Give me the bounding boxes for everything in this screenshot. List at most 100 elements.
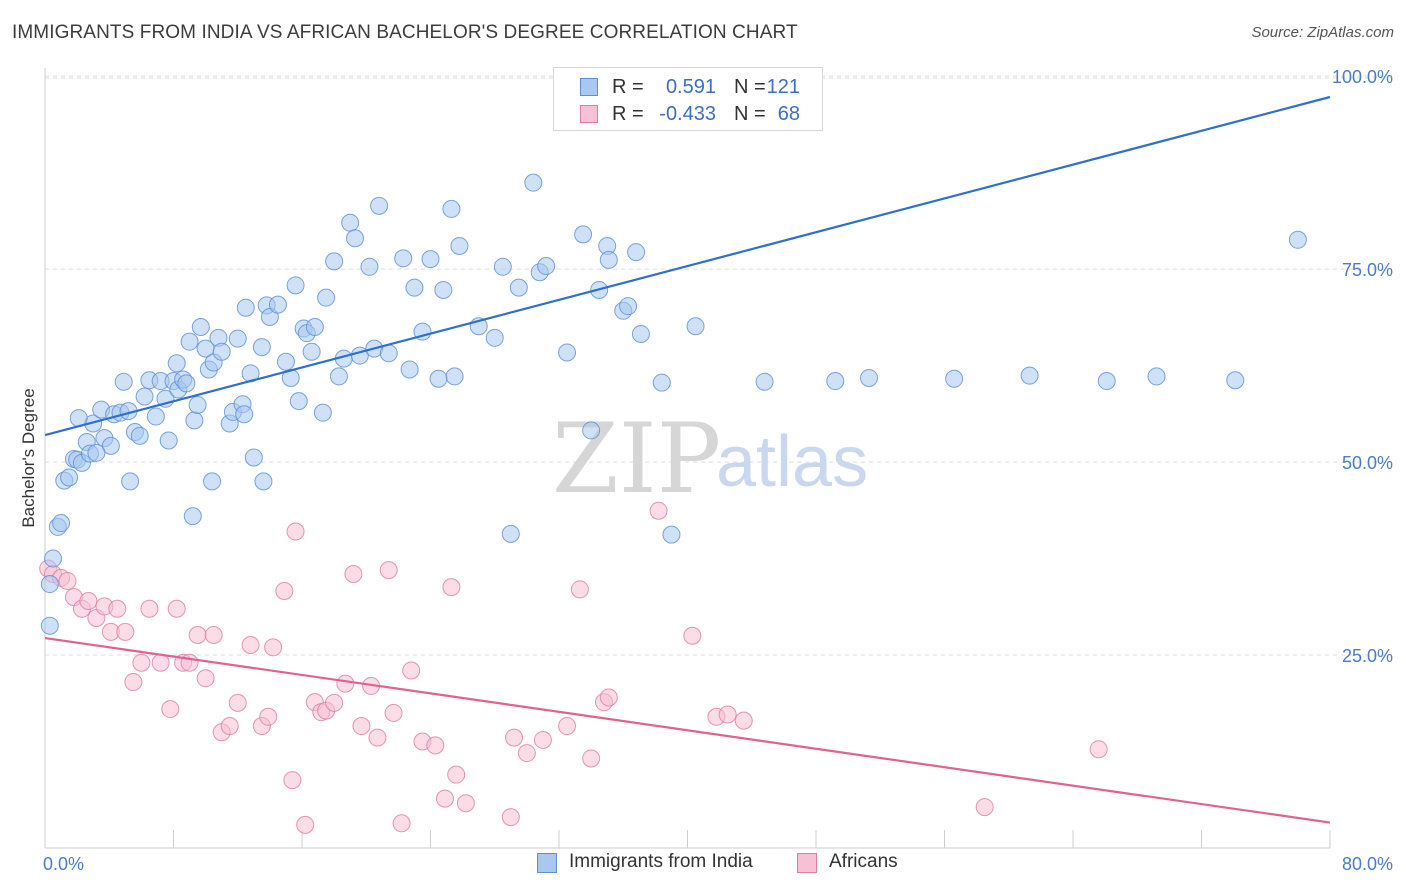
data-point bbox=[734, 711, 753, 730]
data-point bbox=[570, 580, 589, 599]
data-point bbox=[368, 728, 387, 747]
data-point bbox=[183, 507, 202, 526]
data-point bbox=[352, 717, 371, 736]
data-point bbox=[434, 280, 453, 299]
data-point bbox=[79, 592, 98, 611]
data-point bbox=[264, 638, 283, 657]
legend-swatch-africans bbox=[580, 105, 598, 123]
data-point bbox=[87, 443, 106, 462]
data-point bbox=[140, 599, 159, 618]
data-point bbox=[384, 703, 403, 722]
data-point bbox=[188, 625, 207, 644]
data-point bbox=[317, 288, 336, 307]
data-point bbox=[826, 372, 845, 391]
data-point bbox=[108, 599, 127, 618]
data-point bbox=[259, 707, 278, 726]
data-point bbox=[485, 328, 504, 347]
data-point bbox=[649, 501, 668, 520]
data-point bbox=[945, 369, 964, 388]
data-point bbox=[336, 674, 355, 693]
data-point bbox=[52, 514, 71, 533]
legend-n-value: 68 bbox=[777, 103, 800, 125]
data-point bbox=[652, 373, 671, 392]
chart-title: IMMIGRANTS FROM INDIA VS AFRICAN BACHELO… bbox=[12, 22, 798, 43]
data-point bbox=[191, 318, 210, 337]
data-point bbox=[1288, 230, 1307, 249]
data-point bbox=[394, 249, 413, 268]
data-point bbox=[40, 616, 59, 635]
data-point bbox=[254, 472, 273, 491]
data-point bbox=[275, 581, 294, 600]
data-point bbox=[167, 354, 186, 373]
data-point bbox=[159, 431, 178, 450]
data-point bbox=[188, 395, 207, 414]
data-point bbox=[426, 736, 445, 755]
data-point bbox=[400, 360, 419, 379]
data-point bbox=[151, 653, 170, 672]
y-tick-label: 25.0% bbox=[1342, 646, 1393, 666]
data-point bbox=[1226, 371, 1245, 390]
data-point bbox=[325, 693, 344, 712]
data-point bbox=[447, 765, 466, 784]
data-point bbox=[313, 403, 332, 422]
data-point bbox=[493, 257, 512, 276]
data-point bbox=[524, 173, 543, 192]
data-point bbox=[558, 343, 577, 362]
data-point bbox=[185, 411, 204, 430]
data-point bbox=[429, 369, 448, 388]
data-point bbox=[517, 744, 536, 763]
data-point bbox=[718, 705, 737, 724]
data-point bbox=[1097, 372, 1116, 391]
data-point bbox=[662, 525, 681, 544]
data-point bbox=[755, 372, 774, 391]
data-point bbox=[276, 352, 295, 371]
data-point bbox=[203, 472, 222, 491]
data-point bbox=[121, 472, 140, 491]
data-point bbox=[450, 236, 469, 255]
data-point bbox=[619, 297, 638, 316]
data-point bbox=[228, 693, 247, 712]
data-point bbox=[135, 387, 154, 406]
data-point bbox=[392, 814, 411, 833]
legend-swatch-india bbox=[580, 78, 598, 96]
data-point bbox=[180, 653, 199, 672]
data-point bbox=[442, 578, 461, 597]
data-point bbox=[180, 332, 199, 351]
data-point bbox=[305, 318, 324, 337]
bottom-legend-swatch-africans bbox=[797, 853, 817, 873]
data-point bbox=[114, 372, 133, 391]
data-point bbox=[1147, 367, 1166, 386]
legend-row-india: R = 0.591 N = 121 bbox=[554, 74, 822, 104]
data-point bbox=[456, 794, 475, 813]
data-points bbox=[39, 173, 1307, 834]
legend-n-label: N = bbox=[734, 103, 766, 125]
data-point bbox=[501, 808, 520, 827]
tick-labels: 25.0% 50.0% 75.0% 100.0% 0.0% 80.0% bbox=[43, 67, 1393, 874]
data-point bbox=[130, 426, 149, 445]
data-point bbox=[405, 278, 424, 297]
data-point bbox=[370, 196, 389, 215]
data-point bbox=[40, 575, 59, 594]
data-point bbox=[236, 298, 255, 317]
bottom-legend-label-africans: Africans bbox=[829, 851, 898, 872]
data-point bbox=[146, 407, 165, 426]
bottom-legend-label-india: Immigrants from India bbox=[569, 851, 753, 872]
data-point bbox=[228, 329, 247, 348]
data-point bbox=[627, 243, 646, 262]
legend-r-value: 0.591 bbox=[665, 76, 716, 98]
data-point bbox=[501, 524, 520, 543]
legend-r-label: R = bbox=[612, 76, 644, 98]
correlation-legend: R = 0.591 N = 121 R = -0.433 N = 68 bbox=[553, 67, 823, 131]
data-point bbox=[302, 342, 321, 361]
data-point bbox=[683, 626, 702, 645]
data-point bbox=[167, 599, 186, 618]
data-point bbox=[116, 622, 135, 641]
trend-lines bbox=[44, 95, 1331, 824]
data-point bbox=[445, 367, 464, 386]
data-point bbox=[244, 448, 263, 467]
data-point bbox=[509, 278, 528, 297]
data-point bbox=[537, 257, 556, 276]
data-point bbox=[346, 229, 365, 248]
data-point bbox=[860, 368, 879, 387]
y-tick-label: 50.0% bbox=[1342, 453, 1393, 473]
